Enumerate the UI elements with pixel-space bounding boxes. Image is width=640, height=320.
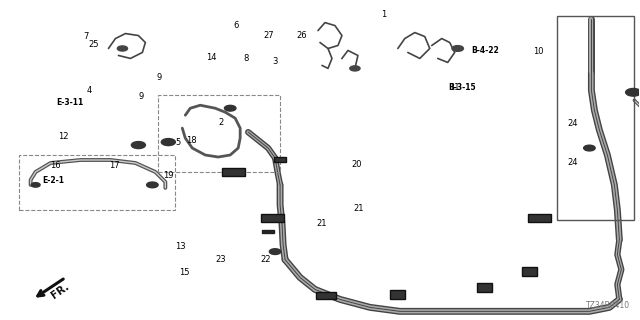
Text: 1: 1 <box>381 10 387 19</box>
Text: 14: 14 <box>206 53 217 62</box>
Bar <box>390 290 406 299</box>
Bar <box>528 214 551 221</box>
Circle shape <box>269 249 281 254</box>
Text: TZ34B0410: TZ34B0410 <box>586 301 630 310</box>
Text: 23: 23 <box>216 255 227 264</box>
Text: 9: 9 <box>139 92 144 101</box>
Text: E-2-1: E-2-1 <box>42 176 64 185</box>
Bar <box>158 95 280 172</box>
Bar <box>557 16 634 220</box>
Bar <box>262 230 275 233</box>
Bar <box>221 168 244 176</box>
Text: 17: 17 <box>109 161 120 170</box>
Text: 18: 18 <box>186 136 196 145</box>
Text: 26: 26 <box>297 31 307 40</box>
Text: 3: 3 <box>273 57 278 66</box>
Text: 5: 5 <box>175 138 181 147</box>
Bar <box>522 267 537 276</box>
Circle shape <box>31 183 40 187</box>
Text: 19: 19 <box>163 171 173 180</box>
Text: 20: 20 <box>352 160 362 169</box>
Text: 15: 15 <box>179 268 190 277</box>
Text: 24: 24 <box>567 119 577 128</box>
Text: B-3-15: B-3-15 <box>448 83 476 92</box>
Text: 6: 6 <box>233 21 238 30</box>
Text: 12: 12 <box>58 132 68 140</box>
Circle shape <box>350 66 360 71</box>
Circle shape <box>161 139 175 146</box>
Circle shape <box>117 46 127 51</box>
Circle shape <box>626 88 640 96</box>
Circle shape <box>147 182 158 188</box>
Text: 27: 27 <box>264 31 274 40</box>
Bar <box>274 157 287 163</box>
Bar <box>316 292 336 299</box>
Text: 16: 16 <box>50 161 60 170</box>
Bar <box>19 155 175 210</box>
Circle shape <box>584 145 595 151</box>
Text: 7: 7 <box>83 32 88 41</box>
Text: 24: 24 <box>567 158 577 167</box>
Text: FR.: FR. <box>50 282 72 301</box>
Text: 8: 8 <box>243 54 248 63</box>
Circle shape <box>131 141 145 148</box>
Text: 13: 13 <box>175 242 186 251</box>
Text: 25: 25 <box>88 40 99 49</box>
Text: 22: 22 <box>260 255 271 264</box>
Text: 4: 4 <box>86 86 92 95</box>
Circle shape <box>225 105 236 111</box>
Bar <box>477 283 492 292</box>
Bar <box>260 214 284 221</box>
Text: 21: 21 <box>316 219 326 228</box>
Text: B-4-22: B-4-22 <box>471 45 499 55</box>
Text: E-3-11: E-3-11 <box>56 98 83 107</box>
Text: 10: 10 <box>533 46 543 56</box>
Text: 9: 9 <box>156 73 162 82</box>
Circle shape <box>452 46 463 51</box>
Text: 21: 21 <box>353 204 364 213</box>
Text: 11: 11 <box>449 83 460 92</box>
Text: 2: 2 <box>218 118 223 127</box>
